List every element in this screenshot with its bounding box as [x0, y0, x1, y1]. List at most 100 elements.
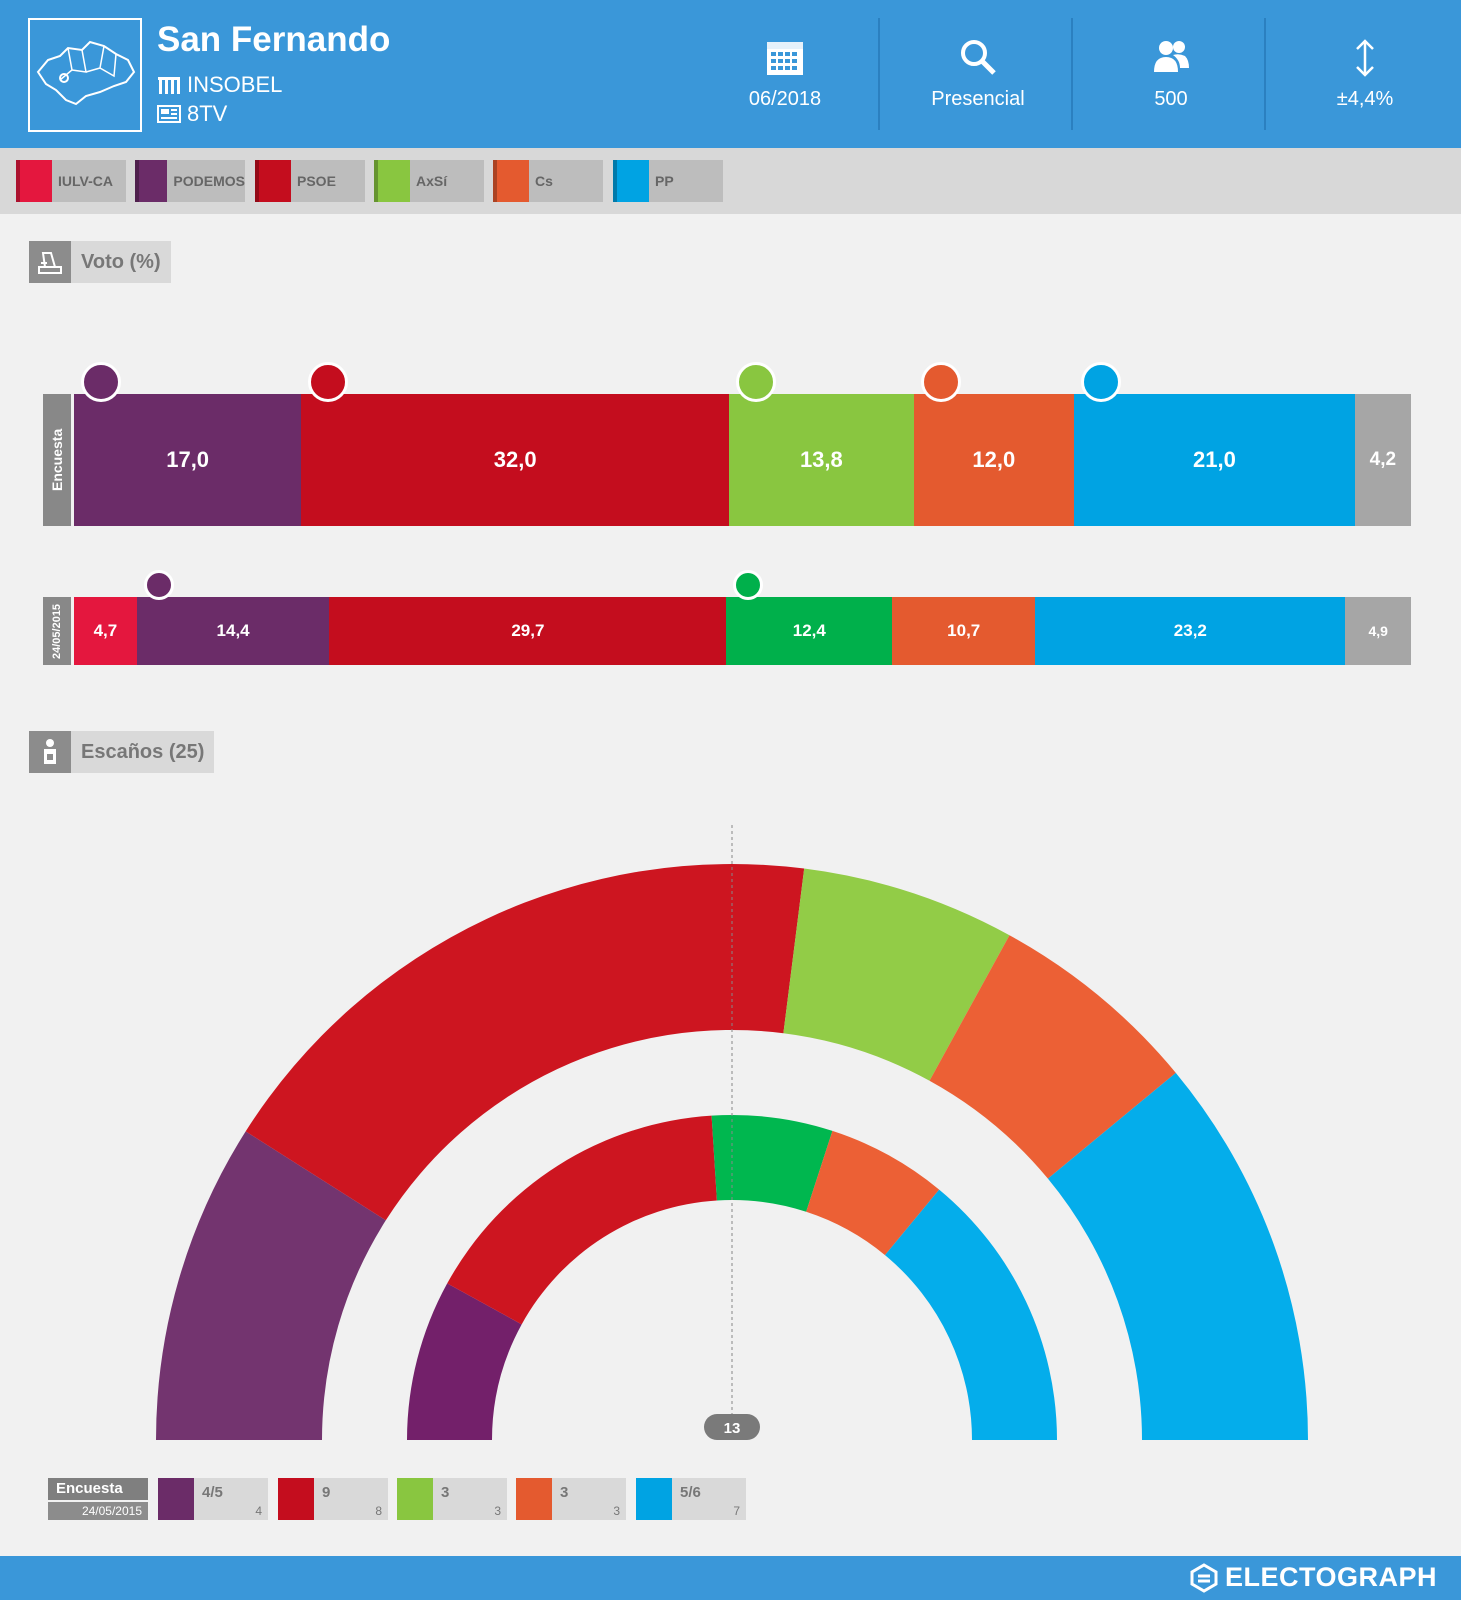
media-name: 8TV: [187, 101, 228, 126]
vote-bar-segment: 4,9: [1345, 597, 1411, 665]
pollster-icon: [158, 77, 180, 94]
poll-seats: 4/5: [202, 1484, 223, 1501]
seat-arc-segment: [711, 1115, 833, 1212]
seats-legend-item: 5/6 7: [636, 1478, 746, 1520]
legend-label: PODEMOS: [173, 173, 245, 189]
sample-stat: 500: [1076, 0, 1266, 148]
error-value: ±4,4%: [1336, 88, 1394, 110]
legend-label: Cs: [535, 173, 553, 189]
vote-value-label: 4,2: [1369, 449, 1397, 470]
divider: [1071, 18, 1073, 130]
brand-logo: ELECTOGRAPH: [1189, 1562, 1437, 1593]
legend-item: PODEMOS: [135, 160, 245, 202]
seat-arc-segment: [1047, 1072, 1308, 1440]
party-logo-icon: [135, 160, 168, 202]
vote-value-label: 4,9: [1368, 623, 1388, 639]
seats-prev-label: 24/05/2015: [48, 1502, 148, 1520]
region-map-icon: [28, 18, 142, 132]
poll-seats: 5/6: [680, 1484, 701, 1501]
pollster-name: INSOBEL: [187, 72, 283, 97]
vote-value-label: 12,0: [972, 447, 1016, 472]
party-logo-icon: [81, 362, 121, 402]
method-stat: Presencial: [883, 0, 1073, 148]
vote-value-label: 21,0: [1193, 447, 1236, 472]
electograph-logo-icon: [1190, 1562, 1218, 1593]
prev-seats: 4: [255, 1504, 262, 1518]
vote-bar-segment: 29,7: [329, 597, 727, 665]
seat-arc-segment: [407, 1283, 522, 1440]
vote-bar-segment: 12,0: [913, 362, 1075, 526]
party-logo-icon: [920, 362, 961, 402]
seats-hemicycle: 13: [156, 825, 1308, 1440]
vote-value-label: 14,4: [216, 621, 250, 640]
vote-bar-segment: 17,0: [74, 362, 302, 526]
party-logo-icon: [255, 160, 291, 202]
pollster: INSOBEL: [157, 72, 282, 98]
header: [0, 0, 1461, 148]
seats-legend-item: 4/5 4: [158, 1478, 268, 1520]
vote-bar-segment: 4,2: [1354, 394, 1411, 526]
party-logo-icon: [374, 160, 410, 202]
footer: [0, 1556, 1461, 1600]
vote-value-label: 23,2: [1173, 621, 1207, 640]
legend-item: Cs: [493, 160, 603, 202]
vote-value-label: 13,8: [799, 447, 843, 472]
seat-arc-segment: [447, 1115, 717, 1325]
vote-section-title: Voto (%): [29, 241, 171, 283]
vote-value-label: 17,0: [166, 447, 210, 472]
vote-value-label: 10,7: [947, 621, 981, 640]
vote-bar-segment: 21,0: [1074, 362, 1355, 526]
party-logo-icon: [158, 1478, 194, 1520]
vote-bar-segment: 32,0: [301, 362, 730, 526]
seat-arc-segment: [806, 1130, 940, 1256]
vote-bar-segment: 12,4: [726, 570, 893, 665]
sample-value: 500: [1154, 88, 1188, 110]
poll-vote-bar: 17,0 32,0 13,8 12,0 21,0 4,2: [74, 362, 1411, 526]
newspaper-icon: [157, 105, 181, 123]
poll-seats: 9: [322, 1484, 331, 1501]
legend-label: PP: [655, 173, 674, 189]
party-logo-icon: [493, 160, 529, 202]
prev-seats: 3: [494, 1504, 501, 1518]
divider: [1264, 18, 1266, 130]
brand-name: ELECTOGRAPH: [1224, 1562, 1437, 1592]
seat-arc-segment: [929, 935, 1176, 1179]
vertical-arrows-icon: [1356, 39, 1374, 77]
legend-label: AxSí: [416, 173, 448, 189]
majority-label: 13: [724, 1420, 741, 1437]
seat-arc-segment: [245, 864, 805, 1221]
poll-seats: 3: [441, 1484, 450, 1501]
poll-seats: 3: [560, 1484, 569, 1501]
legend-item: PP: [613, 160, 723, 202]
party-logo-icon: [613, 160, 649, 202]
seats-section-label: Escaños (25): [71, 731, 215, 773]
legend-item: PSOE: [255, 160, 365, 202]
vote-value-label: 29,7: [511, 621, 545, 640]
calendar-icon: [767, 42, 803, 75]
ballot-box-icon: [29, 241, 71, 283]
people-icon: [1154, 41, 1189, 72]
seat-arc-segment: [783, 868, 1010, 1081]
prev-seats: 7: [733, 1504, 740, 1518]
legend-item: AxSí: [374, 160, 484, 202]
page-title: San Fernando: [157, 20, 391, 59]
legend-label: PSOE: [297, 173, 336, 189]
party-logo-icon: [143, 570, 174, 600]
party-logo-icon: [397, 1478, 433, 1520]
party-logo-icon: [308, 362, 349, 402]
vote-value-label: 12,4: [792, 621, 826, 640]
date-value: 06/2018: [748, 88, 822, 110]
prev-seats: 3: [613, 1504, 620, 1518]
seats-section-title: Escaños (25): [29, 731, 215, 773]
vote-value-label: 32,0: [493, 447, 537, 472]
majority-badge: [704, 1414, 760, 1440]
search-icon: [961, 40, 996, 75]
party-logo-icon: [736, 362, 777, 402]
method-value: Presencial: [931, 88, 1025, 110]
legend-label: IULV-CA: [58, 173, 113, 189]
vote-value-label: 4,7: [93, 621, 118, 640]
vote-section-label: Voto (%): [71, 241, 171, 283]
error-stat: ±4,4%: [1270, 0, 1460, 148]
